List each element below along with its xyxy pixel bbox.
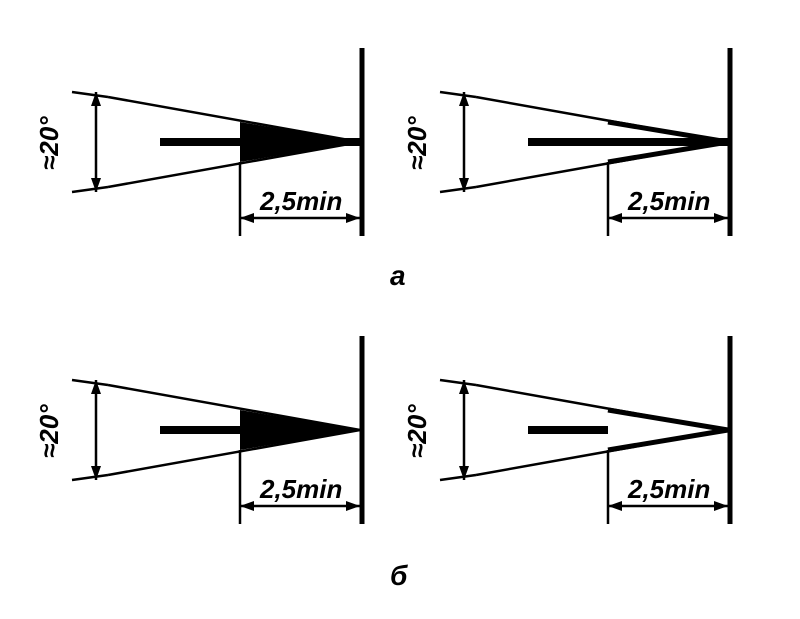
svg-text:2,5min: 2,5min (259, 186, 342, 216)
svg-text:2,5min: 2,5min (259, 474, 342, 504)
cell-b-right: ≈20° 2,5min (402, 336, 730, 524)
cell-a-left: ≈20° 2,5min (34, 48, 362, 236)
svg-text:≈20°: ≈20° (34, 116, 64, 170)
svg-text:≈20°: ≈20° (402, 116, 432, 170)
svg-text:≈20°: ≈20° (402, 404, 432, 458)
cell-a-right: ≈20° 2,5min (402, 48, 730, 236)
svg-text:2,5min: 2,5min (627, 186, 710, 216)
arrowhead-spec-diagram: ≈20° 2,5min ≈20° 2,5min ≈20° 2,5min ≈20° 2,5min (0, 0, 800, 619)
svg-text:2,5min: 2,5min (627, 474, 710, 504)
cell-b-left: ≈20° 2,5min (34, 336, 362, 524)
panel-label-b: б (390, 560, 407, 592)
panel-label-a: а (390, 260, 406, 292)
svg-text:≈20°: ≈20° (34, 404, 64, 458)
